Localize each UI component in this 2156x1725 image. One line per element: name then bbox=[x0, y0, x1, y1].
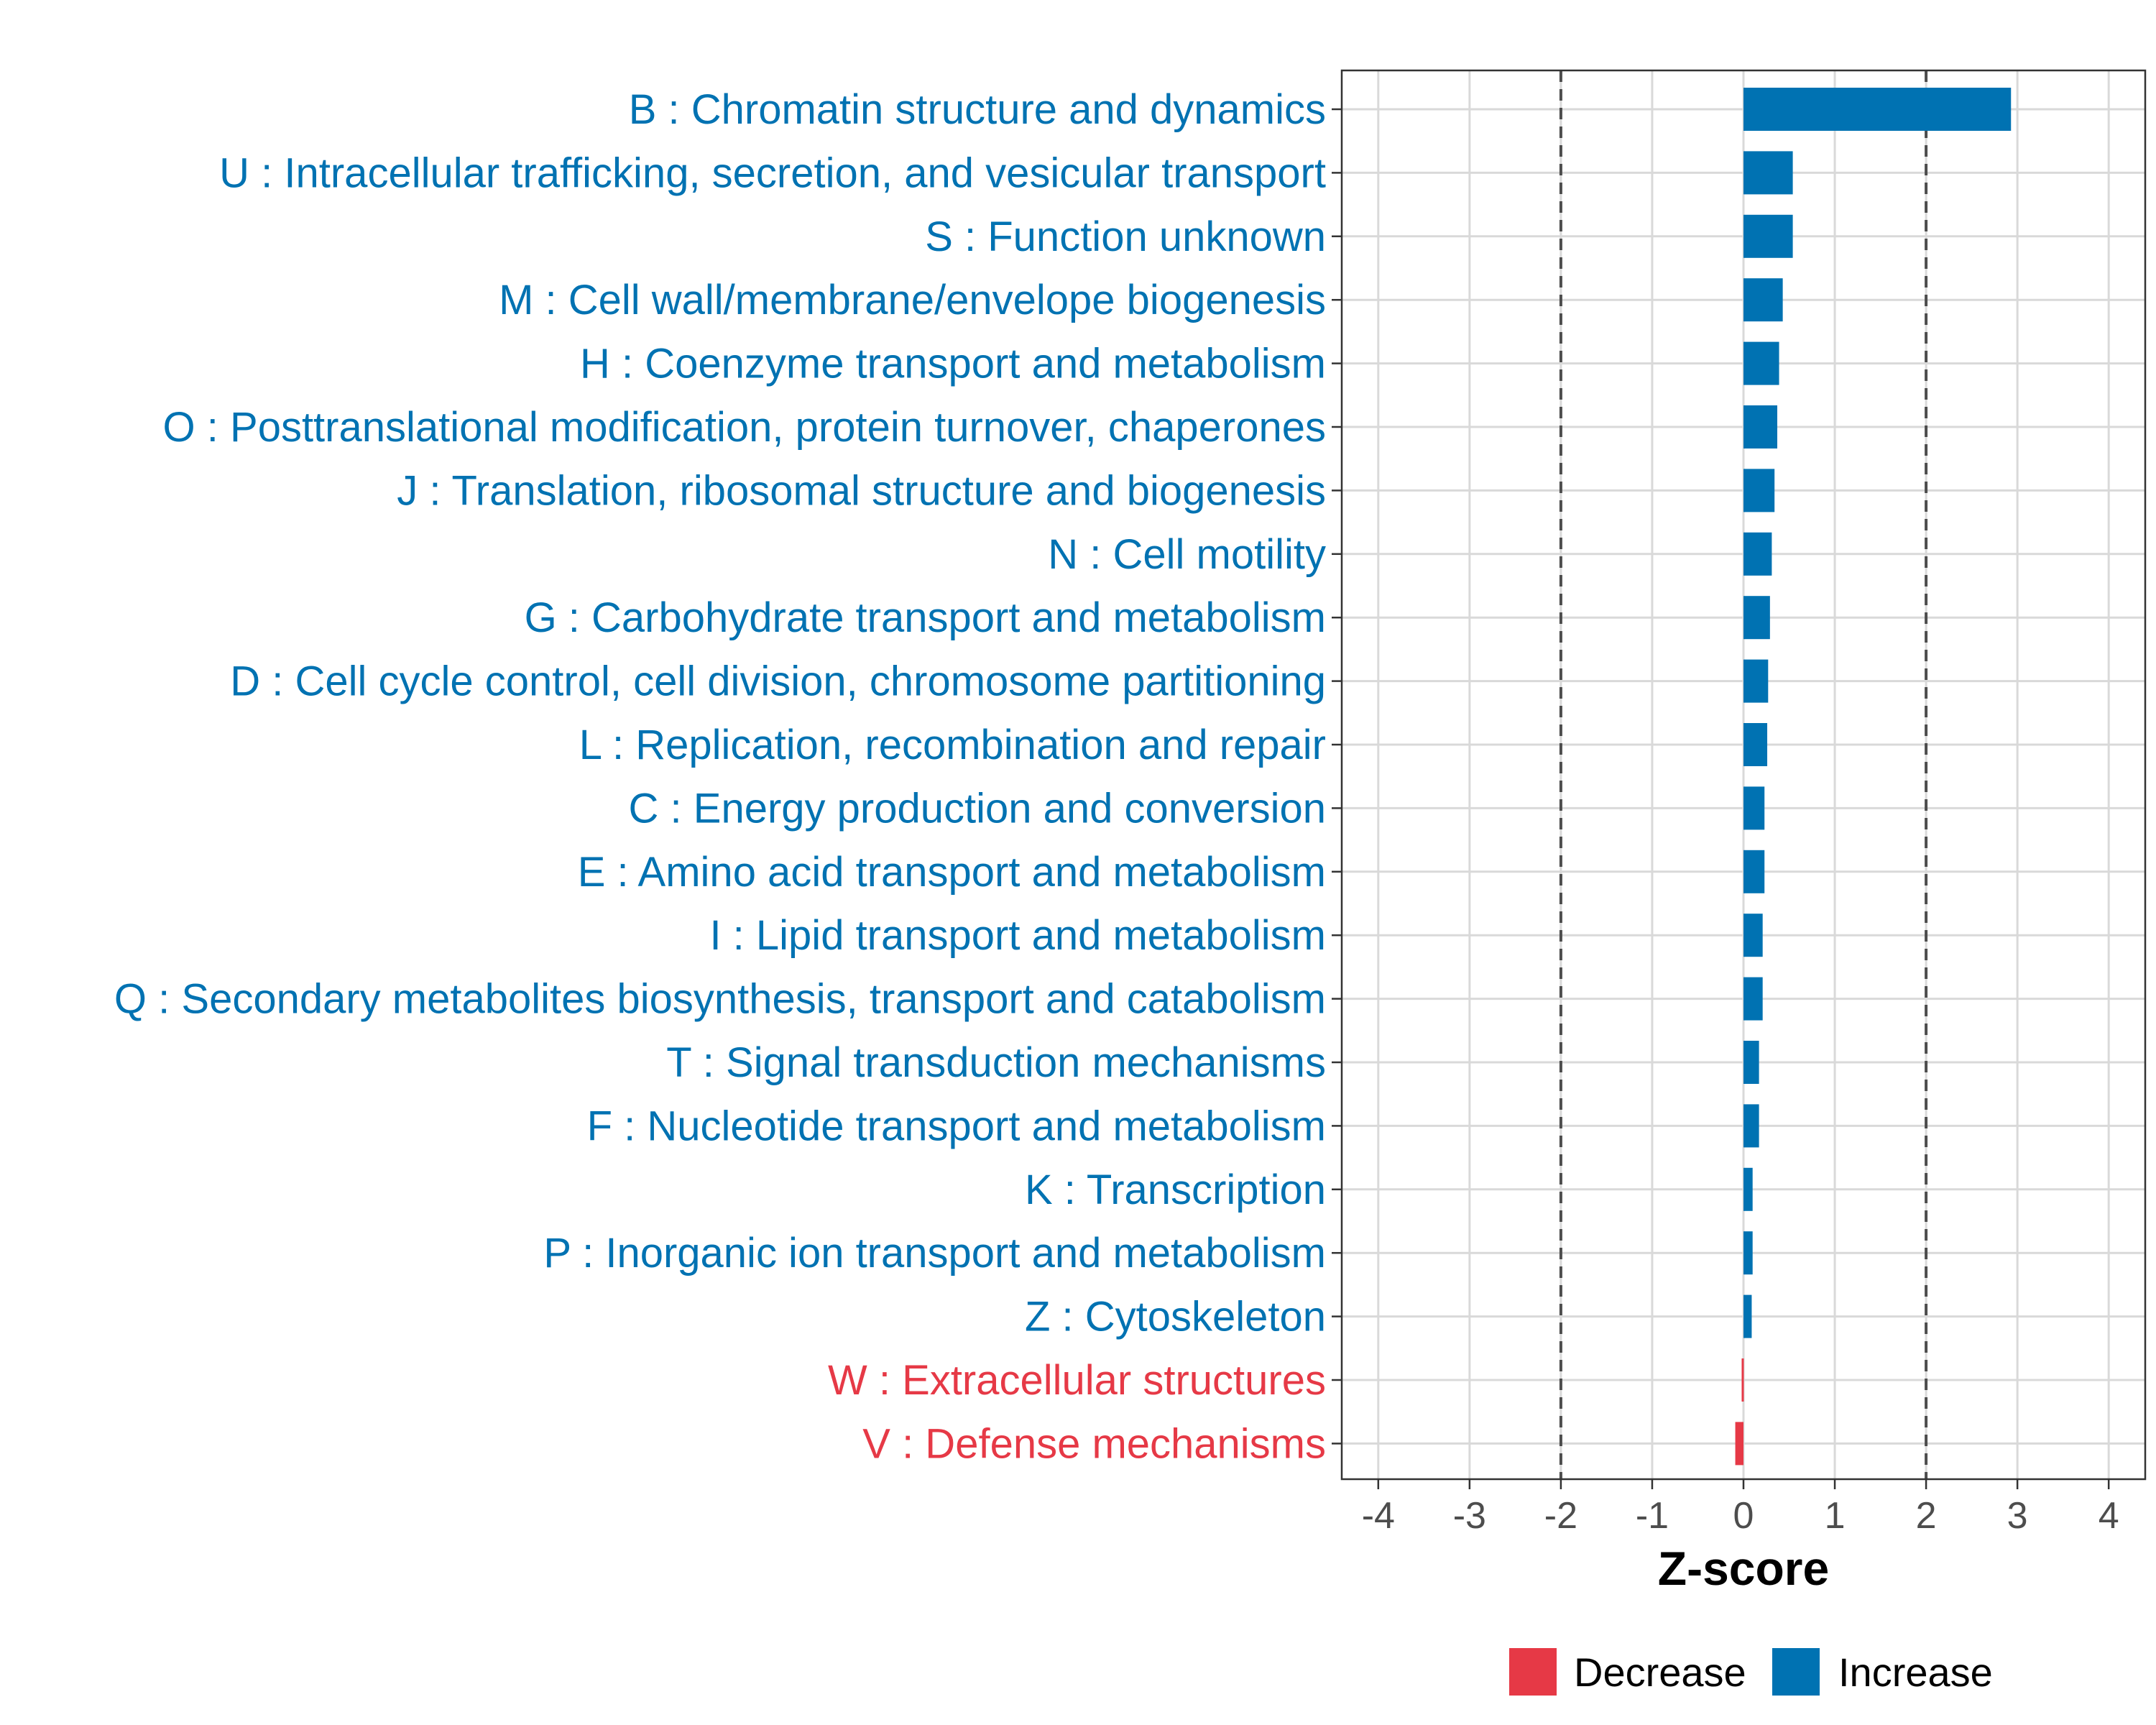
bar bbox=[1743, 278, 1783, 322]
bar bbox=[1743, 596, 1770, 640]
bar bbox=[1743, 659, 1769, 703]
bar bbox=[1743, 405, 1778, 448]
bar bbox=[1743, 88, 2012, 131]
category-label: T : Signal transduction mechanisms bbox=[666, 1039, 1326, 1086]
x-tick-label: 1 bbox=[1825, 1495, 1846, 1537]
category-label: D : Cell cycle control, cell division, c… bbox=[230, 658, 1326, 705]
category-label: H : Coenzyme transport and metabolism bbox=[580, 341, 1326, 387]
bar bbox=[1743, 1167, 1753, 1211]
bar bbox=[1735, 1422, 1743, 1466]
bar bbox=[1743, 723, 1768, 766]
category-label: P : Inorganic ion transport and metaboli… bbox=[543, 1230, 1326, 1276]
x-tick-label: 2 bbox=[1916, 1495, 1937, 1537]
x-ticks: -4 -3 -2 -1 0 1 2 3 4 bbox=[1362, 1479, 2119, 1537]
x-tick-label: 0 bbox=[1733, 1495, 1754, 1537]
bars bbox=[1735, 88, 2012, 1466]
category-label: S : Function unknown bbox=[925, 213, 1326, 260]
legend-key-increase bbox=[1772, 1648, 1820, 1696]
legend: Decrease Increase bbox=[1509, 1648, 1993, 1696]
bar bbox=[1743, 977, 1763, 1021]
bar bbox=[1743, 214, 1793, 258]
category-label: W : Extracellular structures bbox=[828, 1357, 1326, 1404]
x-tick-label: -1 bbox=[1636, 1495, 1669, 1537]
x-tick-label: -3 bbox=[1453, 1495, 1486, 1537]
bar bbox=[1743, 1041, 1759, 1084]
legend-label-decrease: Decrease bbox=[1574, 1650, 1746, 1695]
category-label: V : Defense mechanisms bbox=[862, 1420, 1326, 1467]
legend-label-increase: Increase bbox=[1838, 1650, 1993, 1695]
bar bbox=[1743, 1231, 1753, 1275]
category-label: B : Chromatin structure and dynamics bbox=[629, 86, 1326, 133]
bar bbox=[1743, 914, 1763, 957]
bar bbox=[1743, 532, 1772, 576]
category-label: K : Transcription bbox=[1025, 1167, 1326, 1213]
category-label: Z : Cytoskeleton bbox=[1025, 1294, 1326, 1340]
bar bbox=[1743, 1104, 1759, 1148]
bar bbox=[1743, 786, 1765, 830]
bar bbox=[1741, 1358, 1744, 1402]
reference-lines bbox=[1559, 70, 1928, 1479]
x-tick-label: 4 bbox=[2099, 1495, 2119, 1537]
category-label: Q : Secondary metabolites biosynthesis, … bbox=[114, 976, 1326, 1023]
y-ticks bbox=[1332, 108, 1342, 1445]
category-label: E : Amino acid transport and metabolism bbox=[578, 849, 1326, 896]
bar bbox=[1743, 850, 1765, 893]
bar bbox=[1743, 151, 1793, 195]
category-label: J : Translation, ribosomal structure and… bbox=[397, 467, 1326, 514]
category-label: U : Intracellular trafficking, secretion… bbox=[219, 150, 1326, 196]
category-label: O : Posttranslational modification, prot… bbox=[163, 404, 1326, 451]
category-labels: B : Chromatin structure and dynamics U : … bbox=[114, 86, 1326, 1467]
bar bbox=[1743, 341, 1779, 385]
category-label: C : Energy production and conversion bbox=[629, 785, 1326, 832]
category-label: F : Nucleotide transport and metabolism bbox=[587, 1103, 1326, 1149]
category-label: L : Replication, recombination and repai… bbox=[579, 722, 1326, 768]
category-label: G : Carbohydrate transport and metabolis… bbox=[525, 594, 1326, 641]
bar bbox=[1743, 1294, 1752, 1338]
x-axis-title: Z-score bbox=[1658, 1542, 1829, 1595]
legend-key-decrease bbox=[1509, 1648, 1557, 1696]
x-tick-label: 3 bbox=[2007, 1495, 2028, 1537]
category-label: I : Lipid transport and metabolism bbox=[709, 912, 1326, 959]
category-label: M : Cell wall/membrane/envelope biogenes… bbox=[499, 277, 1326, 323]
x-tick-label: -2 bbox=[1544, 1495, 1577, 1537]
x-tick-label: -4 bbox=[1362, 1495, 1395, 1537]
bar bbox=[1743, 469, 1775, 512]
category-label: N : Cell motility bbox=[1048, 531, 1326, 578]
